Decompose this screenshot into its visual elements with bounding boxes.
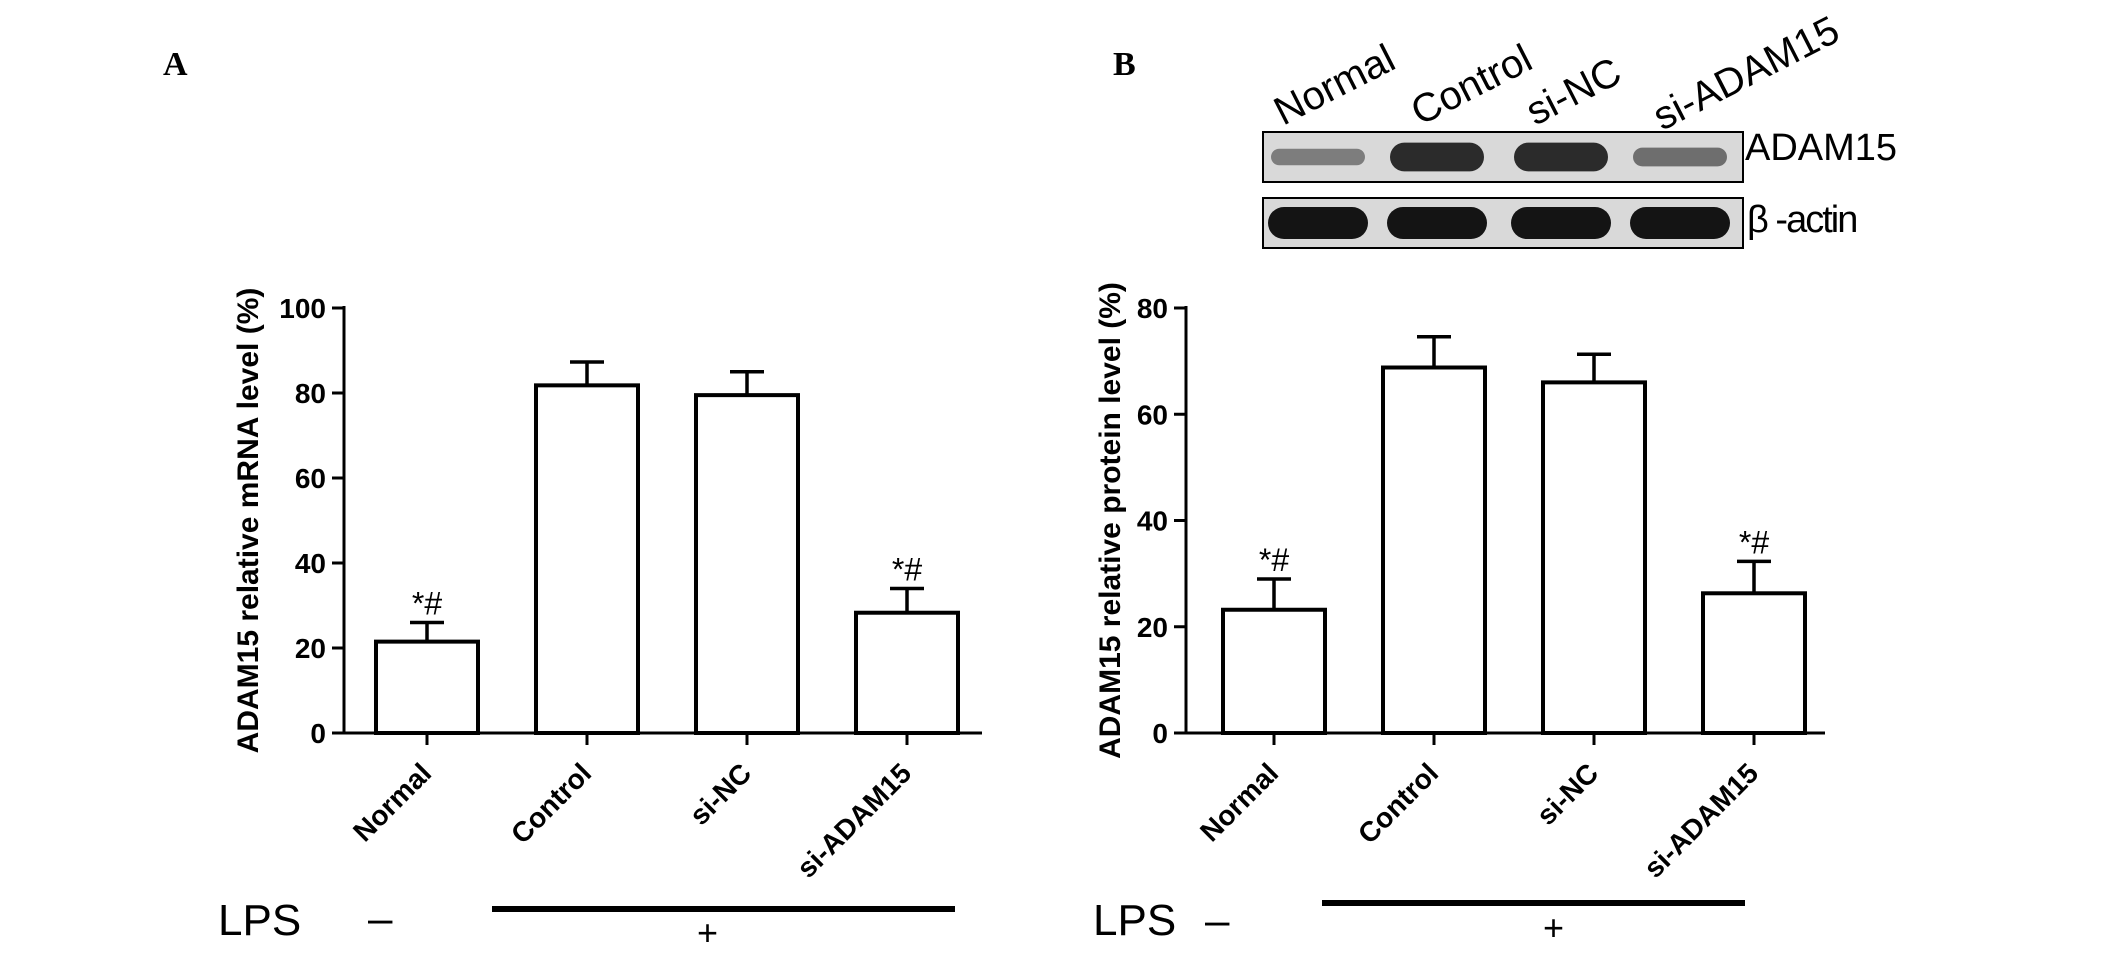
- bar: [854, 610, 960, 735]
- y-tick-label: 80: [295, 378, 326, 409]
- blot-lane-label: si-ADAM15: [1646, 8, 1846, 139]
- y-tick-label: 20: [295, 633, 326, 664]
- x-tick-label: si-NC: [1531, 757, 1605, 831]
- blot-band: [1268, 207, 1368, 239]
- y-tick-label: 60: [1137, 399, 1168, 430]
- lps-minus-a: –: [368, 894, 393, 943]
- chart-b: 0 20 40 60 80 ADAM15 relative protein level (…: [1094, 282, 1825, 884]
- chart-a: 0 20 40 60 80 100 ADAM15 relative mRNA level (…: [232, 288, 982, 884]
- blot-rows: [1262, 131, 1744, 249]
- lps-label-a: LPS: [218, 896, 301, 945]
- blot-lane-label: Normal: [1267, 36, 1402, 134]
- panel-b: B Normal Control si-NC si-ADAM15 ADAM15 …: [1093, 8, 1897, 948]
- x-tick-label: Normal: [347, 757, 437, 847]
- x-tick-label: Normal: [1194, 757, 1284, 847]
- blot-band: [1514, 142, 1608, 172]
- bar: [374, 639, 480, 735]
- bar: [1221, 607, 1327, 735]
- blot-band: [1511, 207, 1611, 239]
- y-tick-label: 20: [1137, 612, 1168, 643]
- panel-label-b: B: [1113, 46, 1136, 83]
- bar: [1541, 380, 1647, 735]
- blot-row-label: ADAM15: [1745, 127, 1897, 169]
- lps-label-b: LPS: [1093, 896, 1176, 945]
- lps-plus-b: +: [1543, 907, 1564, 948]
- bar: [534, 383, 640, 735]
- blot-row-label: β -actin: [1747, 199, 1856, 241]
- blot-band: [1387, 207, 1487, 239]
- lps-plus-a: +: [697, 912, 718, 953]
- western-blot: Normal Control si-NC si-ADAM15 ADAM15 β …: [1262, 8, 1897, 249]
- y-tick-label: 60: [295, 463, 326, 494]
- significance-label: *#: [892, 552, 922, 588]
- panel-label-a: A: [163, 46, 188, 83]
- lps-minus-b: –: [1205, 896, 1230, 945]
- blot-band: [1630, 207, 1730, 239]
- blot-band: [1633, 147, 1727, 167]
- y-tick-label: 40: [1137, 506, 1168, 537]
- panel-a: A 0 20 40 60 80 100 ADAM15 relative mRNA level…: [163, 46, 982, 953]
- blot-lane-label: Control: [1404, 36, 1539, 134]
- x-tick-label: si-ADAM15: [1638, 757, 1764, 883]
- x-tick-label: si-ADAM15: [791, 757, 917, 883]
- bar: [1381, 365, 1487, 735]
- y-tick-label: 40: [295, 548, 326, 579]
- y-axis-title: ADAM15 relative mRNA level (%): [232, 288, 265, 754]
- x-tick-label: Control: [1352, 757, 1444, 849]
- y-tick-label: 0: [310, 718, 326, 749]
- significance-label: *#: [1739, 524, 1769, 560]
- significance-label: *#: [1259, 542, 1289, 578]
- blot-lane-label: si-NC: [1519, 49, 1628, 134]
- y-tick-label: 100: [279, 293, 326, 324]
- blot-band: [1390, 142, 1484, 172]
- significance-label: *#: [412, 586, 442, 622]
- x-tick-label: Control: [505, 757, 597, 849]
- x-tick-label: si-NC: [684, 757, 758, 831]
- y-axis-title: ADAM15 relative protein level (%): [1094, 282, 1127, 759]
- y-tick-label: 80: [1137, 293, 1168, 324]
- bar: [694, 393, 800, 735]
- y-tick-label: 0: [1152, 718, 1168, 749]
- blot-band: [1271, 148, 1365, 166]
- bar: [1701, 591, 1807, 735]
